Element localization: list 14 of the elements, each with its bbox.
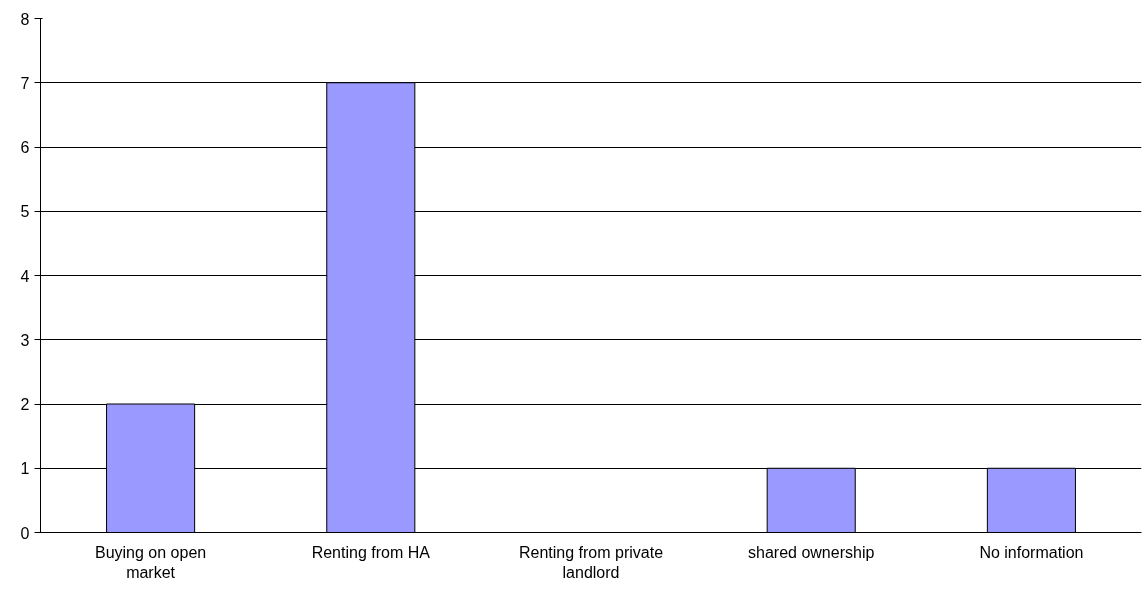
y-tick-label: 5 — [20, 203, 30, 221]
x-tick-label: No information — [979, 543, 1084, 561]
y-tick-label: 8 — [20, 10, 30, 28]
x-tick-label: Renting from HA — [311, 543, 431, 561]
y-tick-label: 1 — [20, 460, 30, 478]
y-tick-label: 7 — [20, 74, 30, 92]
x-tick-label: Buying on open market — [95, 543, 207, 581]
y-tick-label: 3 — [20, 331, 30, 349]
x-tick-label: Renting from private landlord — [518, 543, 664, 581]
y-tick-label: 2 — [20, 396, 30, 413]
y-tick-label: 6 — [20, 139, 30, 156]
y-tick-label: 4 — [20, 267, 30, 285]
y-tick-label: 0 — [20, 524, 30, 542]
x-tick-label: shared ownership — [748, 543, 875, 561]
